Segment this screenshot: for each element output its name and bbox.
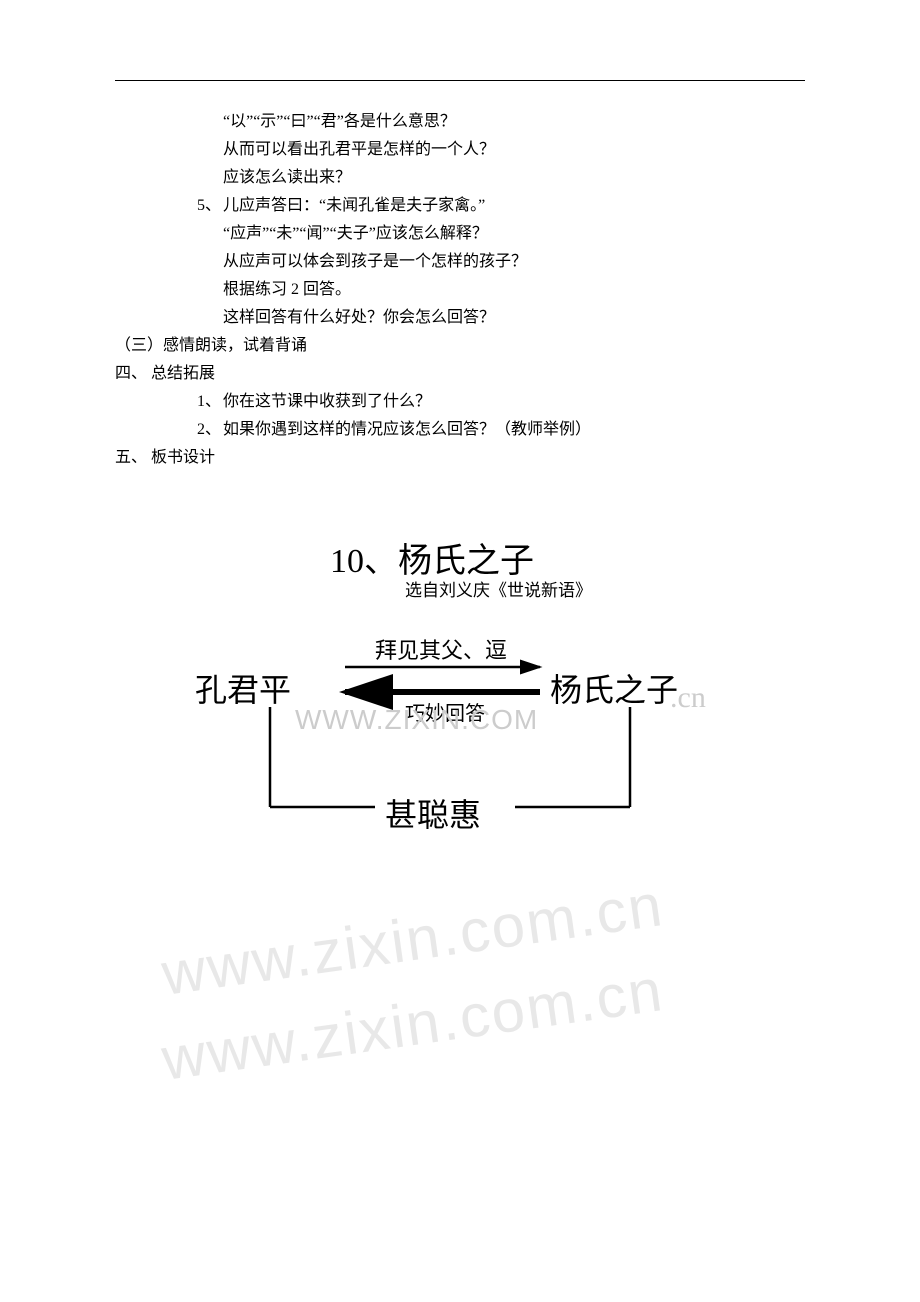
list-text: 如果你遇到这样的情况应该怎么回答？（教师举例） [223,421,591,438]
text-line: 这样回答有什么好处？你会怎么回答？ [115,304,805,332]
diagram-conclusion: 甚聪惠 [385,787,481,843]
text-line: 四、 总结拓展 [115,360,805,388]
text-line: 1、你在这节课中收获到了什么？ [115,388,805,416]
list-number: 1、 [197,388,223,416]
text-line: “以”“示”“曰”“君”各是什么意思？ [115,108,805,136]
text-line: 应该怎么读出来？ [115,164,805,192]
text-line: 从应声可以体会到孩子是一个怎样的孩子？ [115,248,805,276]
list-number: 5、 [197,192,223,220]
page-content: “以”“示”“曰”“君”各是什么意思？ 从而可以看出孔君平是怎样的一个人？ 应该… [0,0,920,872]
page-watermark: www.zixin.com.cn [158,870,668,1009]
board-diagram: 10、杨氏之子 选自刘义庆《世说新语》 拜见其父、逗 孔君平 杨氏之子 巧妙回答… [180,532,740,872]
list-text: 你在这节课中收获到了什么？ [223,393,431,410]
text-line: 根据练习 2 回答。 [115,276,805,304]
text-line: 五、 板书设计 [115,444,805,472]
list-number: 2、 [197,416,223,444]
top-rule [115,80,805,81]
text-line: 2、如果你遇到这样的情况应该怎么回答？（教师举例） [115,416,805,444]
text-line: “应声”“未”“闻”“夫子”应该怎么解释？ [115,220,805,248]
text-line: 5、儿应声答曰：“未闻孔雀是夫子家禽。” [115,192,805,220]
list-text: 儿应声答曰：“未闻孔雀是夫子家禽。” [223,197,485,214]
text-line: 从而可以看出孔君平是怎样的一个人？ [115,136,805,164]
text-line: （三）感情朗读，试着背诵 [115,332,805,360]
page-watermark: www.zixin.com.cn [158,955,668,1094]
